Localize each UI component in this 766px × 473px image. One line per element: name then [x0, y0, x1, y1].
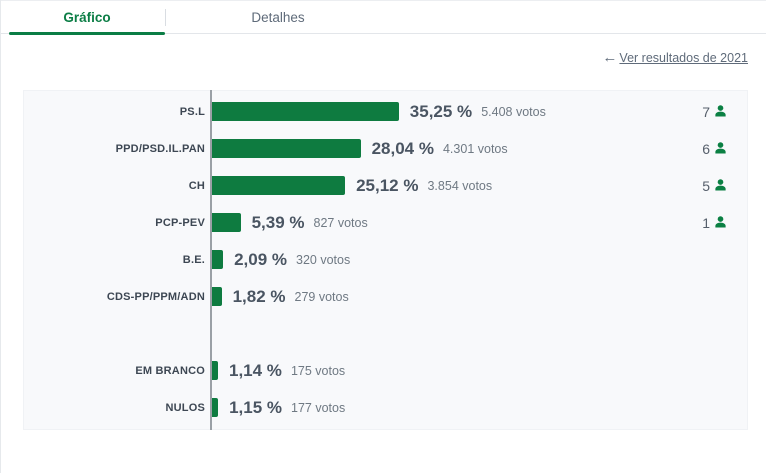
- seats-indicator: 7: [702, 93, 728, 130]
- bar-zone: 25,12 % 3.854 votos: [212, 176, 492, 196]
- person-icon: [713, 178, 728, 193]
- votes-value: 827 votos: [313, 215, 368, 230]
- bar-zone: 28,04 % 4.301 votos: [212, 139, 508, 159]
- chart-row: CH 25,12 % 3.854 votos 5: [24, 167, 747, 204]
- chart-row: B.E. 2,09 % 320 votos: [24, 241, 747, 278]
- party-label: CDS-PP/PPM/ADN: [106, 290, 205, 303]
- bar-zone: 1,82 % 279 votos: [212, 287, 349, 307]
- link-ver-resultados-2021[interactable]: ← Ver resultados de 2021: [602, 49, 748, 66]
- person-icon: [713, 215, 728, 230]
- party-label: B.E.: [182, 253, 205, 266]
- chart-row: CDS-PP/PPM/ADN 1,82 % 279 votos: [24, 278, 747, 315]
- party-label: PS.L: [179, 105, 205, 118]
- result-bar: [212, 398, 219, 417]
- percent-value: 28,04 %: [371, 138, 434, 158]
- results-chart-card: PS.L 35,25 % 5.408 votos 7 PPD/PSD.IL.PAN 28,…: [23, 90, 748, 430]
- bar-zone: 35,25 % 5.408 votos: [212, 102, 546, 122]
- percent-value: 1,15 %: [229, 397, 283, 417]
- votes-value: 175 votos: [290, 363, 346, 378]
- tab-divider: [165, 8, 166, 26]
- tab-detalhes[interactable]: Detalhes: [166, 1, 390, 33]
- percent-value: 1,82 %: [232, 286, 286, 306]
- percent-value: 2,09 %: [234, 249, 288, 269]
- seats-count: 6: [702, 140, 710, 157]
- link-row: ← Ver resultados de 2021: [1, 34, 766, 70]
- percent-value: 5,39 %: [251, 212, 305, 232]
- percent-value: 25,12 %: [356, 175, 419, 195]
- votes-value: 4.301 votos: [442, 141, 508, 156]
- chart-row: PPD/PSD.IL.PAN 28,04 % 4.301 votos 6: [24, 130, 747, 167]
- chart-row-spacer: [24, 315, 747, 352]
- votes-value: 279 votos: [294, 289, 349, 304]
- percent-value: 35,25 %: [409, 101, 473, 121]
- chart-row: NULOS 1,15 % 177 votos: [24, 389, 747, 426]
- tab-detalhes-label: Detalhes: [251, 9, 305, 25]
- chart-row: EM BRANCO 1,14 % 175 votos: [24, 352, 747, 389]
- votes-value: 3.854 votos: [427, 178, 493, 193]
- bar-zone: 5,39 % 827 votos: [212, 213, 368, 233]
- seats-indicator: 1: [702, 204, 728, 241]
- votes-value: 5.408 votos: [481, 104, 546, 119]
- person-icon: [713, 104, 728, 119]
- left-arrow-icon: ←: [602, 49, 618, 66]
- party-label: EM BRANCO: [135, 364, 205, 377]
- back-link-label: Ver resultados de 2021: [619, 50, 748, 65]
- party-label: CH: [188, 179, 205, 192]
- bar-zone: 2,09 % 320 votos: [212, 250, 350, 270]
- party-label: PPD/PSD.IL.PAN: [115, 142, 205, 155]
- party-label: NULOS: [165, 401, 205, 414]
- result-bar: [212, 213, 241, 232]
- tab-grafico[interactable]: Gráfico: [9, 1, 165, 35]
- chart-row: PCP-PEV 5,39 % 827 votos 1: [24, 204, 747, 241]
- party-label: PCP-PEV: [155, 216, 205, 229]
- percent-value: 1,14 %: [229, 360, 282, 380]
- result-bar: [212, 361, 218, 380]
- votes-value: 320 votos: [296, 252, 351, 267]
- result-bar: [212, 139, 361, 158]
- seats-count: 1: [702, 214, 710, 231]
- seats-indicator: 6: [702, 130, 728, 167]
- tab-grafico-label: Gráfico: [63, 9, 111, 25]
- chart-axis-line: [210, 90, 212, 430]
- chart-row: PS.L 35,25 % 5.408 votos 7: [24, 93, 747, 130]
- bar-zone: 1,14 % 175 votos: [212, 361, 345, 381]
- tab-bar: Gráfico Detalhes: [1, 0, 766, 35]
- chart-rows: PS.L 35,25 % 5.408 votos 7 PPD/PSD.IL.PAN 28,…: [24, 93, 747, 426]
- result-bar: [212, 102, 399, 121]
- seats-indicator: 5: [702, 167, 728, 204]
- bar-zone: 1,15 % 177 votos: [212, 398, 345, 418]
- result-bar: [212, 287, 222, 306]
- seats-count: 7: [702, 103, 710, 120]
- seats-count: 5: [702, 177, 710, 194]
- result-bar: [212, 250, 224, 269]
- votes-value: 177 votos: [291, 400, 346, 415]
- person-icon: [713, 141, 728, 156]
- result-bar: [212, 176, 346, 195]
